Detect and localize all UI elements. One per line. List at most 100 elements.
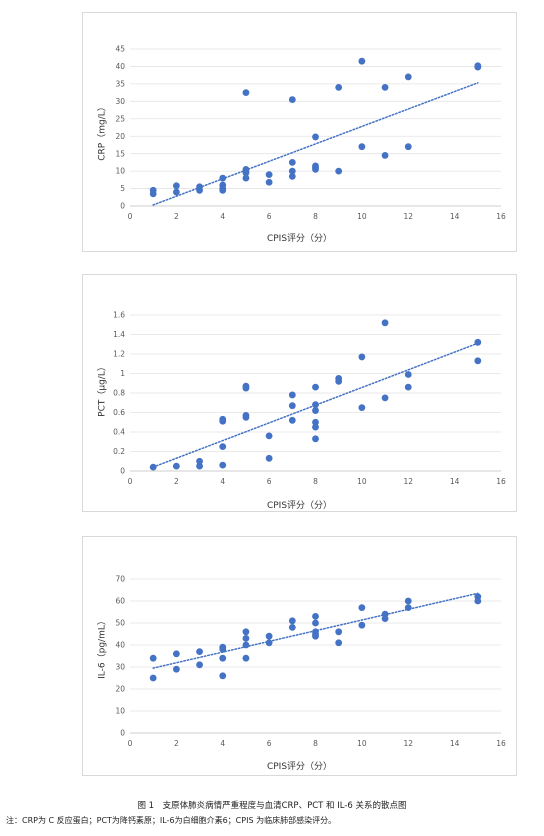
pct-data-point [288, 391, 296, 399]
crp-y-tick-label: 5 [120, 184, 125, 193]
pct-data-point [404, 371, 412, 378]
pct-data-point [474, 338, 482, 346]
pct-data-point [265, 432, 273, 440]
pct-y-tick-label: 1 [120, 369, 125, 378]
crp-data-point [312, 133, 319, 141]
pct-x-tick-label: 6 [267, 477, 272, 486]
pct-y-tick-label: 0.8 [113, 389, 125, 398]
il6-x-tick-label: 6 [267, 739, 272, 748]
il6-y-axis-title: IL-6（pg/mL） [97, 616, 108, 679]
crp-x-tick-label: 10 [357, 212, 367, 221]
pct-data-point [358, 404, 366, 412]
il6-data-point [219, 672, 227, 680]
crp-data-point [381, 152, 389, 159]
crp-scatter-plot: 0 5 10 15 20 25 30 35 40 45 0 2 4 6 8 10 12 14 16 [115, 45, 506, 221]
il6-data-point [381, 615, 389, 622]
pct-x-tick-label: 16 [496, 477, 506, 486]
il6-scatter-plot: 0 10 20 30 40 50 60 70 0 2 4 6 8 10 12 14 16 [115, 575, 506, 748]
crp-data-point [219, 186, 227, 194]
crp-x-tick-label: 14 [450, 212, 460, 221]
il6-data-point [312, 613, 319, 620]
crp-x-tick-label: 0 [128, 212, 133, 221]
crp-data-point [242, 174, 250, 182]
il6-data-point [335, 628, 343, 636]
il6-x-tick-label: 12 [403, 739, 413, 748]
pct-x-tick-label: 2 [174, 477, 179, 486]
pct-y-tick-label: 0.4 [113, 428, 125, 437]
il6-x-axis-title: CPIS评分（分） [266, 762, 333, 772]
il6-data-point [404, 597, 412, 605]
il6-data-point [265, 639, 273, 647]
il6-x-tick-label: 0 [128, 739, 133, 748]
crp-x-tick-label: 6 [267, 212, 272, 221]
pct-x-tick-label: 8 [313, 477, 318, 486]
crp-x-tick-label: 8 [313, 212, 318, 221]
il6-y-tick-label: 60 [115, 597, 125, 606]
il6-data-point [242, 654, 250, 662]
il6-y-tick-label: 40 [115, 641, 125, 650]
il6-x-tick-label: 10 [357, 739, 367, 748]
il6-data-point [288, 624, 296, 631]
il6-y-tick-label: 30 [115, 663, 125, 672]
il6-data-point [242, 635, 250, 642]
crp-data-point [404, 73, 412, 81]
crp-trendline [152, 82, 479, 206]
il6-data-point [335, 639, 343, 647]
crp-data-point [381, 83, 389, 91]
il6-data-point [172, 665, 180, 673]
pct-x-axis-title: CPIS评分（分） [266, 501, 333, 511]
crp-y-tick-label: 10 [115, 167, 125, 176]
crp-data-point [358, 57, 366, 65]
pct-data-point [196, 462, 203, 470]
il6-data-point [242, 641, 250, 649]
pct-x-tick-label: 4 [220, 477, 225, 486]
crp-data-point [288, 96, 296, 103]
il6-data-point [312, 632, 319, 640]
crp-y-tick-label: 30 [115, 97, 125, 106]
pct-x-tick-label: 12 [403, 477, 413, 486]
pct-data-point [312, 435, 319, 443]
crp-x-tick-label: 4 [220, 212, 225, 221]
il6-scatter-panel: 0 10 20 30 40 50 60 70 0 2 4 6 8 10 12 14 16 CPIS评分（分） I… [82, 536, 517, 776]
pct-data-point [474, 357, 482, 365]
crp-x-axis-title: CPIS评分（分） [266, 234, 333, 244]
crp-data-point [335, 167, 343, 175]
pct-data-point [149, 463, 157, 471]
crp-y-tick-label: 25 [115, 114, 125, 123]
crp-y-tick-label: 0 [120, 202, 125, 211]
il6-data-point [149, 654, 157, 662]
il6-data-point [219, 646, 227, 653]
il6-x-tick-label: 16 [496, 739, 506, 748]
il6-data-point [196, 648, 203, 655]
il6-y-tick-label: 50 [115, 619, 125, 628]
crp-x-tick-label: 16 [496, 212, 506, 221]
crp-data-point [172, 188, 180, 196]
il6-x-tick-label: 14 [450, 739, 460, 748]
figure-caption: 图 1 支原体肺炎病情严重程度与血清CRP、PCT 和 IL-6 关系的散点图 [137, 801, 407, 811]
il6-data-point [358, 604, 366, 611]
crp-y-tick-label: 15 [115, 149, 125, 158]
crp-data-point [288, 158, 296, 166]
crp-data-point [474, 63, 482, 71]
crp-x-tick-label: 2 [174, 212, 179, 221]
pct-x-tick-label: 0 [128, 477, 133, 486]
pct-data-point [219, 443, 227, 451]
crp-data-point [312, 165, 319, 173]
crp-y-tick-label: 35 [115, 79, 125, 88]
crp-data-point [242, 89, 250, 97]
il6-data-point [288, 617, 296, 625]
il6-data-point [265, 632, 273, 640]
crp-y-axis-title: CRP（mg/L） [97, 102, 108, 161]
crp-data-point [265, 171, 273, 179]
il6-data-point [474, 597, 482, 605]
pct-data-point [242, 413, 250, 421]
pct-scatter-plot: 0 0.2 0.4 0.6 0.8 1 1.2 1.4 1.6 0 2 4 6 8 10 12 14 16 [113, 311, 506, 486]
crp-data-point [404, 143, 412, 151]
il6-data-point [404, 604, 412, 611]
pct-data-point [312, 407, 319, 414]
crp-data-point [358, 143, 366, 151]
crp-data-point [196, 186, 203, 194]
crp-x-tick-label: 12 [403, 212, 413, 221]
il6-data-point [312, 619, 319, 627]
pct-data-point [265, 454, 273, 462]
